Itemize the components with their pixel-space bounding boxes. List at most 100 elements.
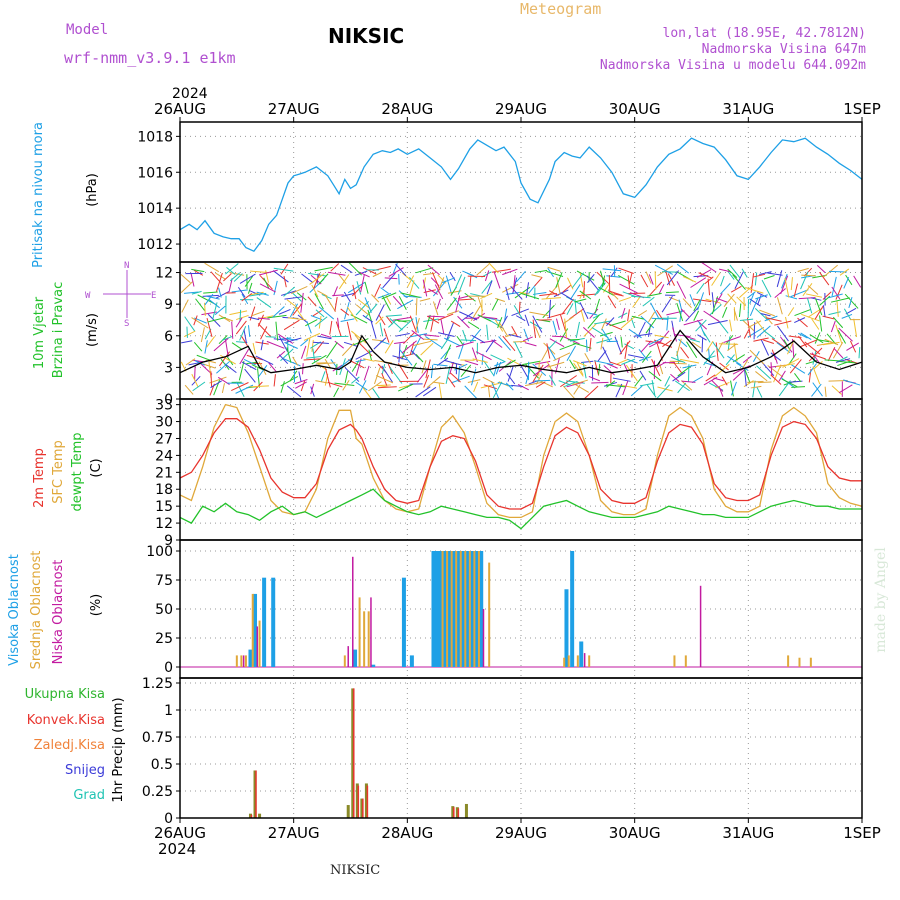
- wind-arrow: [566, 381, 584, 388]
- wind-arrow: [583, 327, 595, 338]
- wind-arrow: [284, 296, 302, 300]
- wind-arrow: [822, 291, 832, 300]
- wind-arrow: [594, 320, 612, 325]
- dewpt-line: [179, 488, 862, 530]
- wind-arrow: [696, 283, 705, 294]
- wind-arrow: [602, 346, 611, 364]
- wind-arrow: [831, 276, 837, 297]
- wind-arrow: [373, 337, 387, 350]
- y-tick-label: 1.25: [142, 676, 173, 692]
- wind-arrow: [273, 338, 287, 341]
- wind-arrow: [351, 285, 364, 297]
- wind-arrow: [298, 371, 302, 382]
- wind-arrow: [777, 325, 789, 342]
- wind-arrow: [505, 291, 522, 295]
- temp-sfc-label: SFC Temp: [51, 440, 66, 504]
- wind-arrow: [236, 314, 249, 321]
- wind-arrow: [754, 308, 769, 321]
- wind-arrow: [784, 277, 790, 298]
- wind-arrow: [755, 294, 768, 300]
- wind-arrow: [838, 327, 853, 342]
- wind-arrow: [727, 355, 742, 366]
- wind-arrow: [797, 317, 808, 328]
- wind-arrow: [524, 314, 530, 327]
- wind-arrow: [257, 317, 270, 320]
- wind-arrow: [574, 298, 587, 303]
- wind-arrow: [691, 341, 702, 349]
- wind-arrow: [314, 266, 333, 272]
- wind-arrow: [622, 380, 629, 396]
- wind-arrow: [719, 362, 729, 371]
- wind-arrow: [756, 291, 768, 298]
- precip-bar: [360, 798, 364, 818]
- wind-arrow: [627, 309, 630, 322]
- wind-arrow: [193, 341, 203, 352]
- wind-arrow: [309, 273, 325, 285]
- wind-arrow: [807, 285, 819, 295]
- wind-arrow: [378, 314, 386, 326]
- wind-arrow: [654, 271, 657, 290]
- wind-arrow: [736, 362, 749, 371]
- wind-arrow: [351, 376, 360, 384]
- wind-arrow: [606, 384, 626, 388]
- wind-arrow: [756, 386, 763, 398]
- wind-arrow: [249, 385, 269, 388]
- wind-arrow: [734, 271, 744, 289]
- wind-arrow: [618, 296, 632, 302]
- wind-arrow: [841, 313, 853, 319]
- wind-arrow: [641, 350, 652, 363]
- wind-arrow: [257, 365, 268, 378]
- cloud-bar: [242, 655, 245, 667]
- wind-arrow: [828, 311, 841, 316]
- wind-arrow: [623, 363, 629, 374]
- wind-arrow: [811, 383, 822, 397]
- wind-arrow: [181, 340, 193, 344]
- wind-arrow: [756, 365, 772, 380]
- wind-arrow: [628, 354, 645, 359]
- y-tick-label: 24: [155, 448, 173, 464]
- wind-arrow: [747, 291, 756, 299]
- wind-arrow: [337, 317, 340, 328]
- wind-arrow: [423, 318, 439, 323]
- y-tick-label: 30: [155, 415, 173, 431]
- bottom-day-label: 30AUG: [609, 824, 661, 842]
- wind-arrow: [450, 320, 461, 327]
- y-tick-label: 0.5: [151, 757, 173, 773]
- wind-arrow: [184, 291, 199, 294]
- wind-arrow: [210, 371, 213, 387]
- wind-arrow: [398, 290, 408, 299]
- wind-arrow: [732, 274, 746, 290]
- wind-arrow: [844, 358, 859, 365]
- wind-arrow: [394, 319, 407, 323]
- wind-arrow: [399, 349, 413, 366]
- wind-arrow: [809, 334, 824, 344]
- wind-arrow: [682, 364, 697, 369]
- wind-arrow: [284, 341, 298, 349]
- wind-arrow: [192, 381, 206, 392]
- wind-arrow: [800, 332, 812, 340]
- wind-arrow: [510, 285, 523, 300]
- wind-arrow: [807, 363, 817, 376]
- wind-arrow: [627, 358, 638, 364]
- wind-arrow: [294, 306, 305, 321]
- wind-arrow: [539, 292, 557, 297]
- precip-bar: [253, 770, 257, 818]
- wind-arrow: [690, 277, 707, 288]
- wind-arrow: [416, 367, 430, 383]
- wind-arrow: [454, 363, 468, 371]
- wind-arrow: [368, 349, 372, 361]
- wind-arrow: [423, 374, 430, 388]
- wind-arrow: [837, 360, 852, 367]
- wind-arrow: [481, 279, 493, 294]
- wind-arrow: [371, 339, 384, 342]
- wind-arrow: [682, 298, 692, 309]
- wind-arrow: [400, 292, 420, 298]
- wind-arrow: [311, 354, 327, 365]
- cloud-bar: [244, 655, 247, 667]
- wind-arrow: [844, 293, 859, 309]
- top-day-label: 29AUG: [495, 100, 547, 118]
- wind-arrow: [355, 381, 368, 391]
- wind-arrow: [266, 340, 285, 349]
- wind-arrow: [601, 328, 611, 343]
- wind-arrow: [812, 274, 827, 279]
